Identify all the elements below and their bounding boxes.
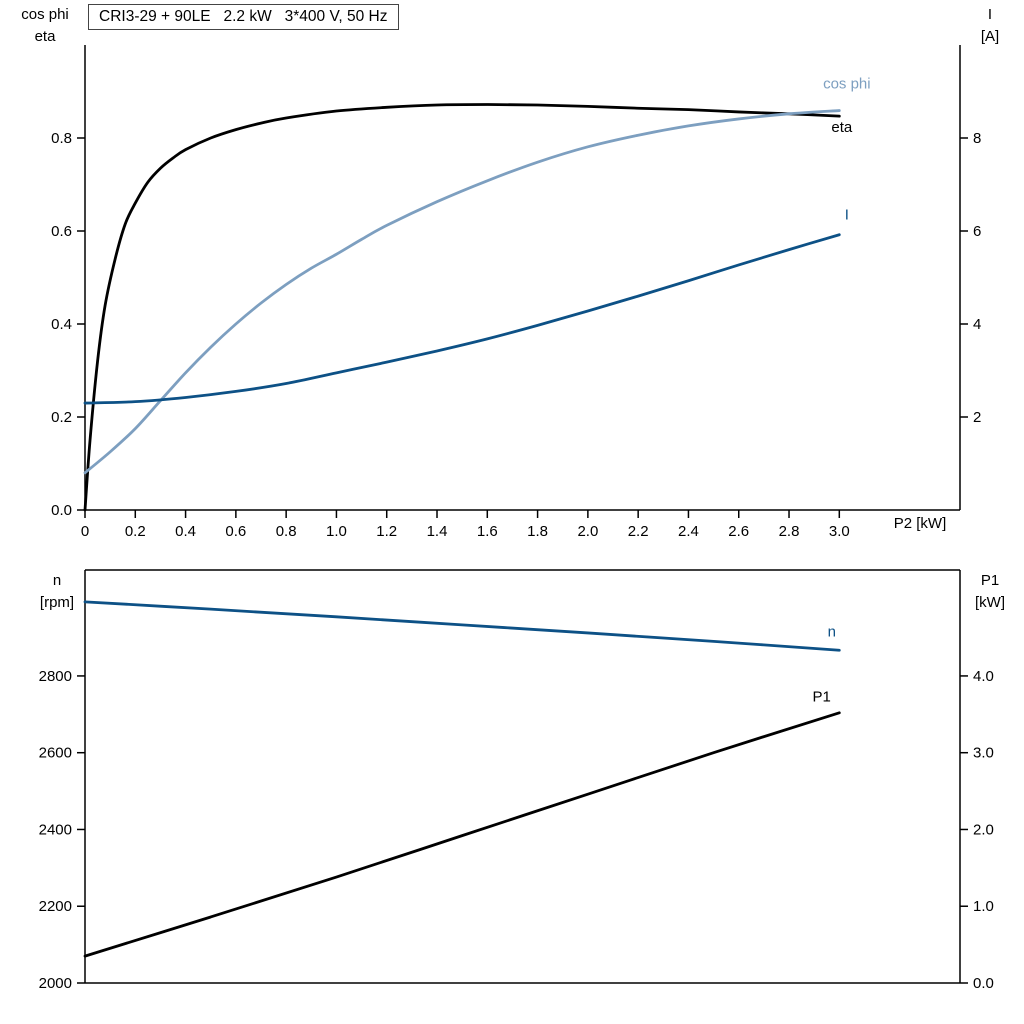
bottom-right-axis-label-unit: [kW] <box>975 594 1005 611</box>
top-right-axis-label-i: I <box>987 6 993 23</box>
left-tick-label: 2800 <box>39 668 72 685</box>
left-tick-label: 0.0 <box>51 502 72 519</box>
series-n-label: n <box>828 623 836 640</box>
x-tick-label: 0.2 <box>125 523 146 540</box>
right-tick-label: 6 <box>973 223 981 240</box>
left-tick-label: 0.2 <box>51 409 72 426</box>
x-tick-label: 1.8 <box>527 523 548 540</box>
series-I-curve <box>83 233 841 405</box>
x-tick-label: 1.2 <box>376 523 397 540</box>
right-tick-label: 4.0 <box>973 668 994 685</box>
top-right-axis-label-unit: [A] <box>980 28 1000 45</box>
x-tick-label: 2.0 <box>577 523 598 540</box>
x-tick-label: 0.8 <box>276 523 297 540</box>
series-cos_phi-label: cos phi <box>823 76 871 93</box>
x-tick-label: 1.0 <box>326 523 347 540</box>
bottom-left-axis-label-unit: [rpm] <box>39 594 75 611</box>
right-tick-label: 0.0 <box>973 975 994 992</box>
right-tick-label: 4 <box>973 316 981 333</box>
bottom-left-axis-label-n: n <box>52 572 62 589</box>
series-I-label: I <box>845 206 849 223</box>
right-tick-label: 3.0 <box>973 745 994 762</box>
bottom-right-axis-label-p1: P1 <box>980 572 1000 589</box>
left-tick-label: 2000 <box>39 975 72 992</box>
top-chart: 0 0.2 0.4 0.6 0.8 1.0 1.2 1.4 1.6 1.8 2.0 2.2 2.4 2.6… <box>51 45 981 540</box>
series-P1-label: P1 <box>813 688 831 705</box>
x-tick-label: 0.4 <box>175 523 196 540</box>
x-tick-label: 3.0 <box>829 523 850 540</box>
top-left-axis-label-cosphi: cos phi <box>21 6 69 23</box>
series-cos_phi-curve <box>83 109 841 475</box>
x-tick-label: 2.4 <box>678 523 699 540</box>
x-tick-label: 1.6 <box>477 523 498 540</box>
x-axis-label: P2 [kW] <box>893 515 947 532</box>
x-tick-label: 0 <box>81 523 89 540</box>
top-left-axis-label-eta: eta <box>34 28 56 45</box>
series-eta-label: eta <box>831 119 853 136</box>
right-tick-label: 2.0 <box>973 821 994 838</box>
left-tick-label: 0.8 <box>51 130 72 147</box>
left-tick-label: 0.4 <box>51 316 72 333</box>
x-tick-label: 2.8 <box>779 523 800 540</box>
left-tick-label: 2200 <box>39 898 72 915</box>
bottom-chart: 2000 2200 2400 2600 2800 0.0 1.0 2.0 3.0 4.0 n P1 <box>39 569 994 992</box>
x-tick-label: 2.6 <box>728 523 749 540</box>
x-tick-label: 0.6 <box>225 523 246 540</box>
x-tick-label: 1.4 <box>427 523 448 540</box>
right-tick-label: 2 <box>973 409 981 426</box>
right-tick-label: 1.0 <box>973 898 994 915</box>
x-tick-label: 2.2 <box>628 523 649 540</box>
left-tick-label: 0.6 <box>51 223 72 240</box>
series-eta-curve <box>83 103 841 512</box>
series-P1-curve <box>83 711 841 958</box>
left-tick-label: 2600 <box>39 745 72 762</box>
left-tick-label: 2400 <box>39 821 72 838</box>
right-tick-label: 8 <box>973 130 981 147</box>
series-n-curve <box>83 600 841 652</box>
chart-title-box: CRI3-29 + 90LE 2.2 kW 3*400 V, 50 Hz <box>88 4 399 30</box>
